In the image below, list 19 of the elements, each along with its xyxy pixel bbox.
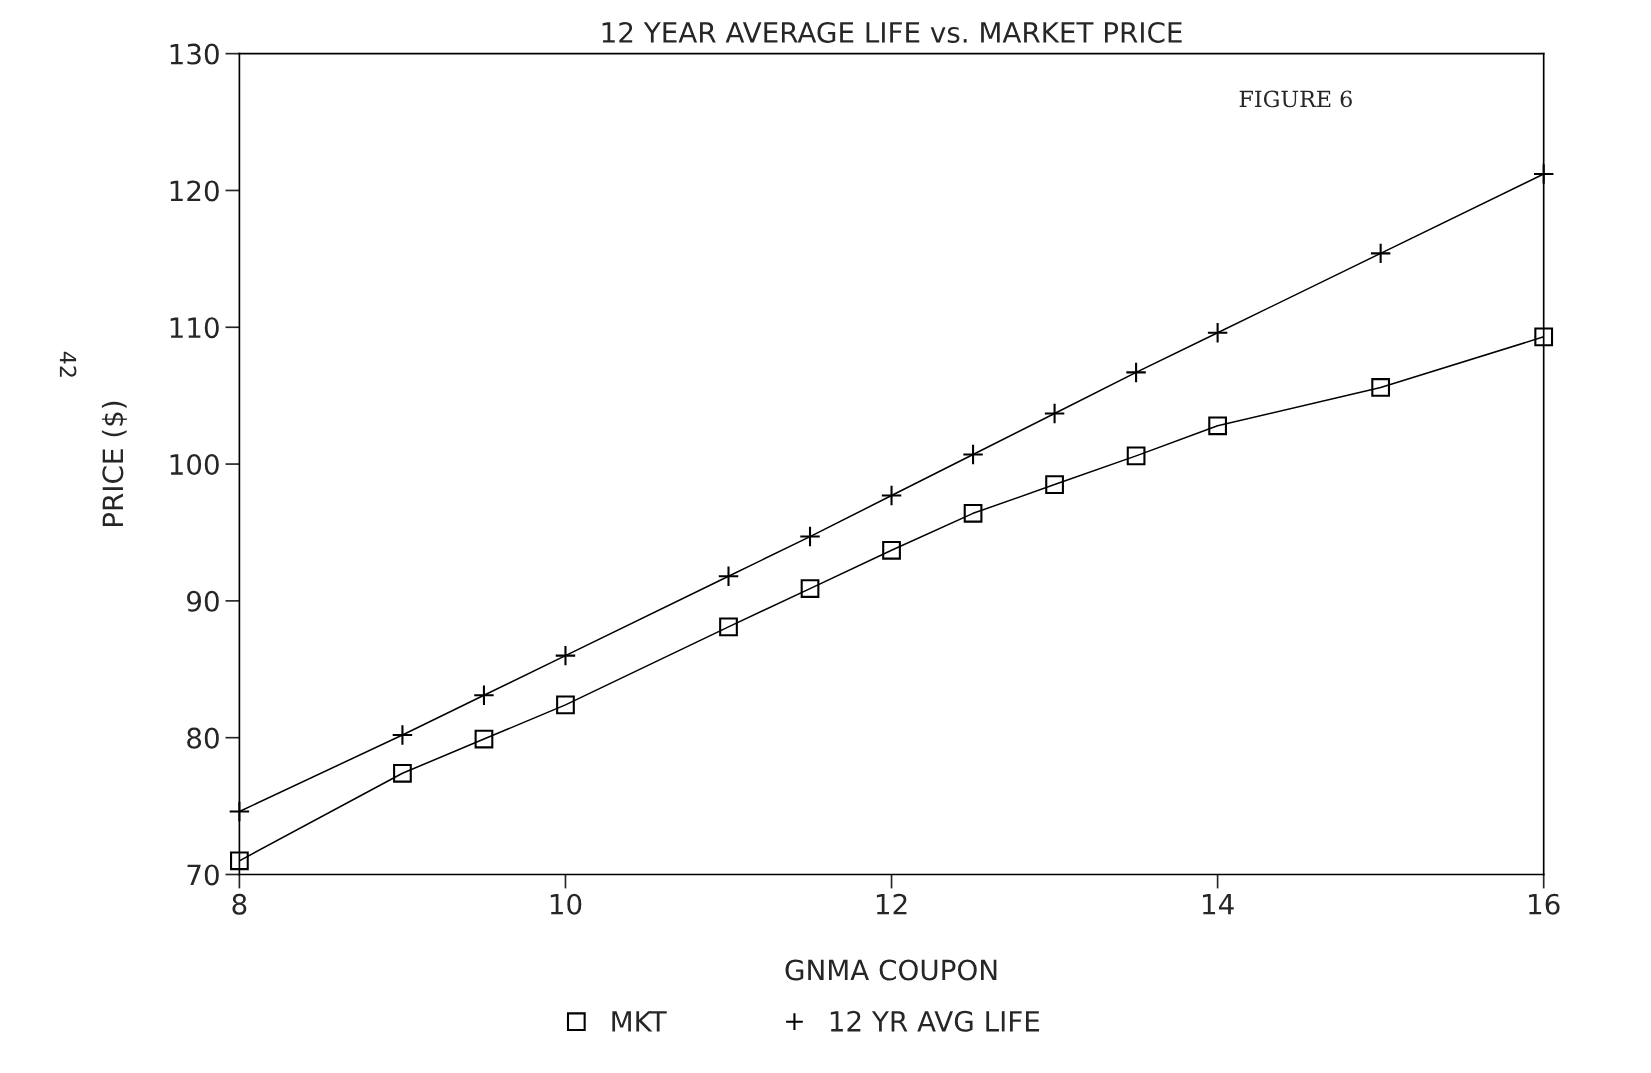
y-tick-label: 70 [187, 864, 219, 886]
y-axis-title: PRICE ($) [101, 401, 128, 527]
chart-title: 12 YEAR AVERAGE LIFE vs. MARKET PRICE [602, 21, 1182, 43]
x-tick-label: 8 [232, 893, 247, 915]
y-tick-label: 110 [170, 317, 219, 339]
legend-label: 12 YR AVG LIFE [830, 1010, 1040, 1032]
y-tick-label: 90 [187, 590, 219, 612]
x-tick-label: 14 [1202, 894, 1234, 915]
legend-label: MKT [612, 1011, 667, 1032]
x-tick-label: 10 [550, 893, 582, 915]
y-tick-label: 120 [170, 180, 219, 202]
y-tick-label: 100 [170, 454, 219, 476]
x-tick-label: 12 [876, 893, 907, 915]
x-axis-title: GNMA COUPON [785, 959, 997, 981]
annotation: FIGURE 6 [1239, 90, 1352, 108]
text: 42 [59, 351, 77, 377]
y-tick-label: 80 [187, 727, 219, 749]
y-tick-label: 130 [170, 43, 219, 65]
x-tick-label: 16 [1529, 893, 1560, 915]
